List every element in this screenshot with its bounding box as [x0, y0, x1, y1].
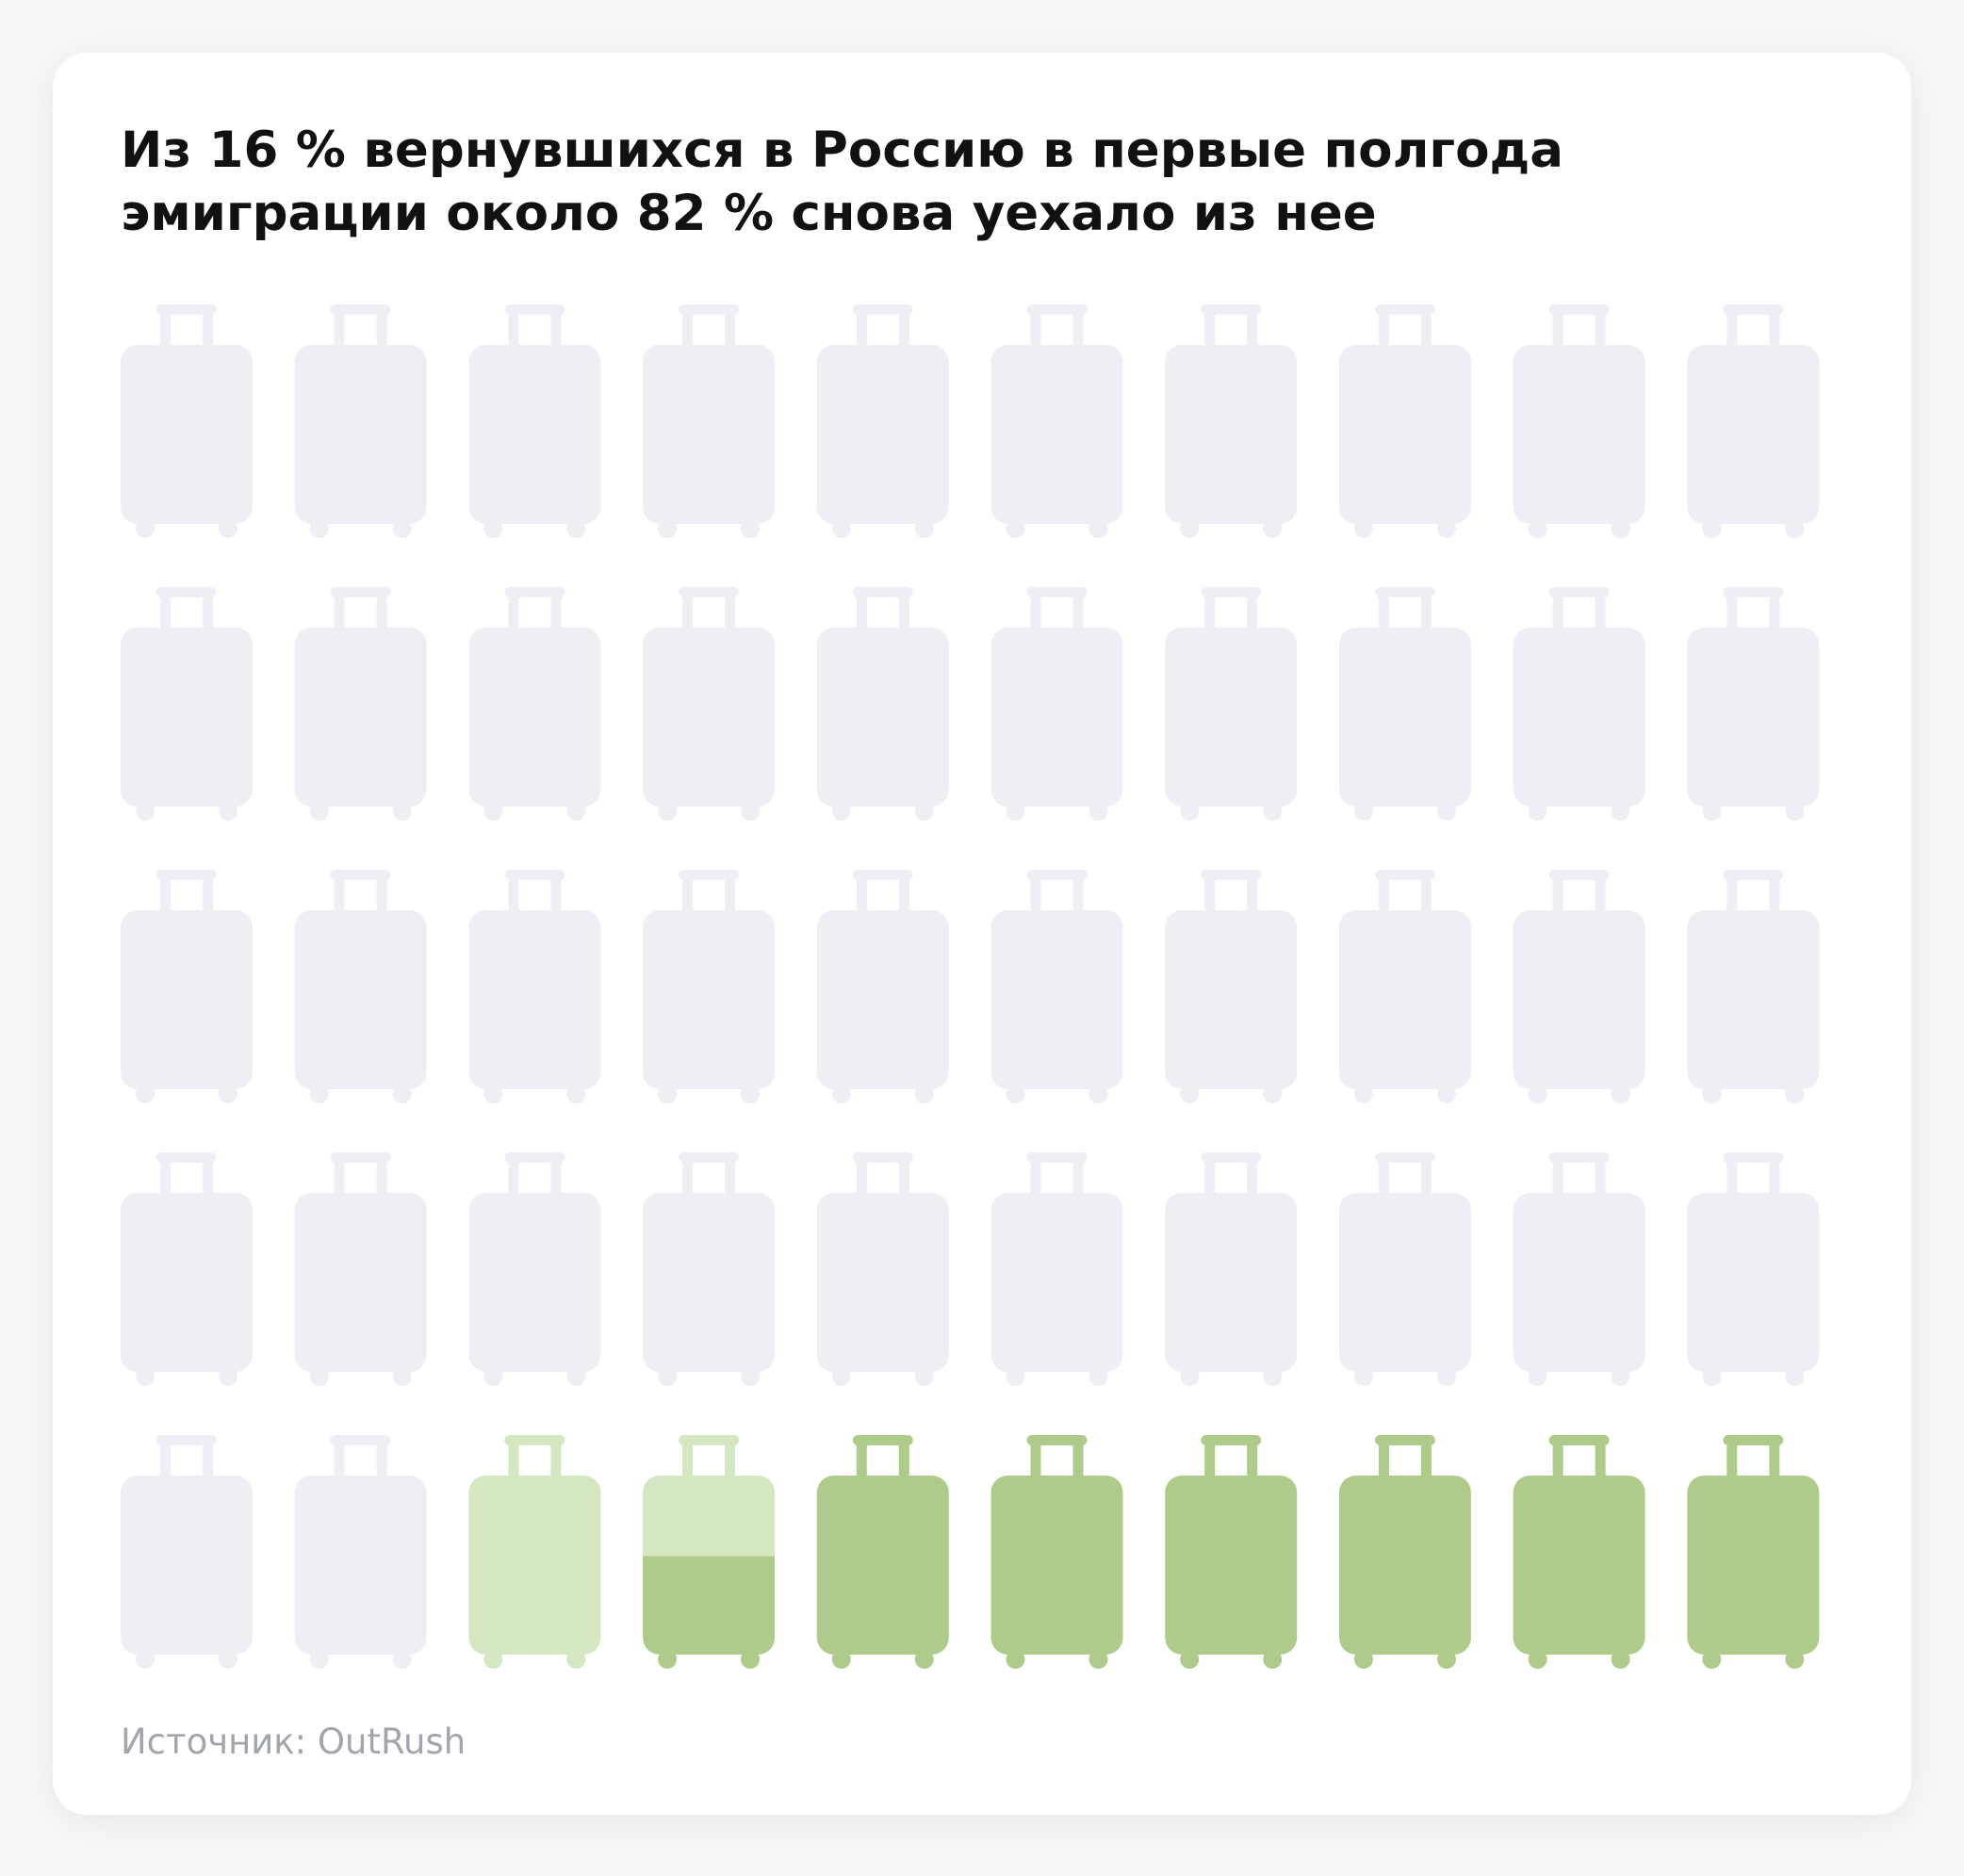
suitcase-icon — [1165, 304, 1298, 538]
suitcase-icon — [816, 304, 949, 538]
suitcase-icon — [990, 1435, 1123, 1669]
suitcase-icon — [643, 870, 776, 1103]
suitcase-icon — [121, 587, 253, 821]
suitcase-icon — [468, 1152, 601, 1386]
suitcase-icon — [816, 587, 949, 821]
suitcase-icon — [1513, 304, 1645, 538]
chart-title: Из 16 % вернувшихся в Россию в первые по… — [121, 122, 1564, 242]
source-note: Источник: OutRush — [121, 1721, 466, 1762]
suitcase-icon — [990, 587, 1123, 821]
suitcase-icon — [1165, 587, 1298, 821]
suitcase-icon — [121, 1435, 253, 1669]
suitcase-icon — [1338, 870, 1471, 1103]
suitcase-icon — [121, 870, 253, 1103]
suitcase-icon — [1687, 1152, 1820, 1386]
suitcase-icon — [816, 1435, 949, 1669]
suitcase-icon — [121, 304, 253, 538]
suitcase-icon — [990, 304, 1123, 538]
suitcase-icon — [1165, 1435, 1298, 1669]
suitcase-icon — [816, 870, 949, 1103]
suitcase-icon — [1165, 870, 1298, 1103]
suitcase-icon — [1338, 587, 1471, 821]
suitcase-icon — [1338, 304, 1471, 538]
suitcase-icon — [990, 870, 1123, 1103]
suitcase-icon — [1513, 587, 1645, 821]
suitcase-icon — [294, 1435, 427, 1669]
suitcase-icon — [1165, 1152, 1298, 1386]
suitcase-icon — [294, 1152, 427, 1386]
suitcase-icon — [816, 1152, 949, 1386]
suitcase-icon — [643, 1152, 776, 1386]
suitcase-icon — [1687, 870, 1820, 1103]
suitcase-icon — [468, 587, 601, 821]
suitcase-icon — [294, 304, 427, 538]
suitcase-icon — [1513, 1152, 1645, 1386]
suitcase-icon — [294, 870, 427, 1103]
suitcase-icon — [121, 1152, 253, 1386]
suitcase-icon — [1513, 870, 1645, 1103]
suitcase-icon — [1338, 1152, 1471, 1386]
suitcase-icon — [294, 587, 427, 821]
suitcase-icon — [1687, 1435, 1820, 1669]
suitcase-icon — [643, 587, 776, 821]
suitcase-icon — [468, 304, 601, 538]
suitcase-icon — [468, 1435, 601, 1669]
suitcase-icon — [643, 1435, 776, 1669]
suitcase-icon — [468, 870, 601, 1103]
suitcase-icon — [990, 1152, 1123, 1386]
suitcase-icon — [1687, 587, 1820, 821]
suitcase-icon — [1687, 304, 1820, 538]
suitcase-icon — [1338, 1435, 1471, 1669]
suitcase-icon — [643, 304, 776, 538]
suitcase-icon — [1513, 1435, 1645, 1669]
